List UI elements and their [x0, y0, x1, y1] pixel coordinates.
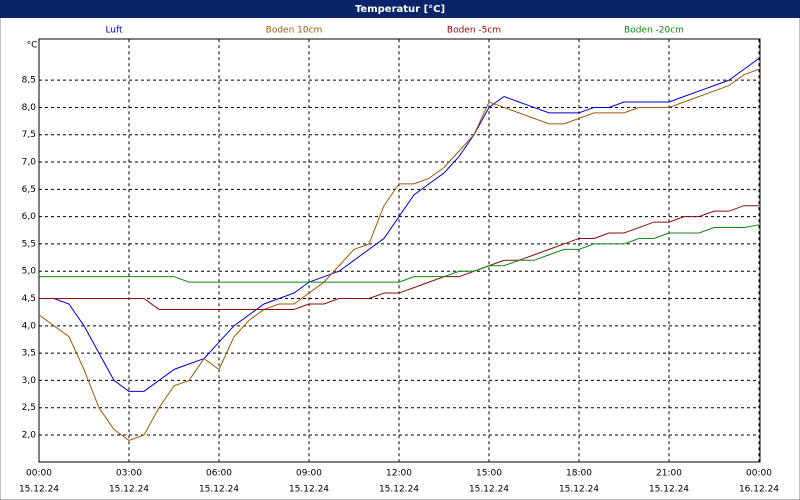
y-tick-label: 4,0 [22, 321, 37, 331]
x-tick-date: 15.12.24 [649, 485, 689, 495]
series-line [38, 68, 760, 442]
title-bar [0, 0, 800, 18]
x-tick-label: 15:00 [476, 469, 502, 479]
x-tick-date: 15.12.24 [289, 485, 329, 495]
y-tick-label: 2,0 [22, 431, 37, 441]
y-tick-label: 7,0 [22, 158, 37, 168]
x-tick-label: 12:00 [386, 469, 412, 479]
series-line [39, 57, 760, 392]
legend-entry: Boden 10cm [266, 26, 323, 36]
y-tick-label: 7,5 [22, 130, 36, 140]
x-tick-label: 09:00 [296, 469, 322, 479]
y-tick-label: 2,5 [22, 403, 36, 413]
x-tick-date: 15.12.24 [19, 485, 59, 495]
x-tick-label: 03:00 [116, 469, 142, 479]
y-tick-label: 5,0 [22, 267, 37, 277]
y-tick-label: 5,5 [22, 239, 36, 249]
x-tick-label: 00:00 [746, 469, 772, 479]
x-tick-date: 15.12.24 [469, 485, 509, 495]
series-line [39, 224, 760, 283]
legend-entry: Luft [105, 26, 123, 36]
y-tick-label: 3,0 [22, 376, 37, 386]
y-tick-label: 4,5 [22, 294, 36, 304]
x-tick-date: 15.12.24 [379, 485, 419, 495]
y-unit: °C [27, 41, 38, 51]
x-tick-label: 21:00 [656, 469, 682, 479]
x-tick-date: 15.12.24 [109, 485, 149, 495]
y-tick-label: 8,0 [22, 103, 37, 113]
legend-entry: Boden -20cm [624, 26, 684, 36]
chart-title: Temperatur [°C] [355, 4, 445, 15]
x-tick-label: 18:00 [566, 469, 592, 479]
series-line [39, 205, 759, 310]
y-tick-label: 8,5 [22, 76, 36, 86]
x-tick-date: 16.12.24 [739, 485, 779, 495]
legend-entry: Boden -5cm [447, 26, 501, 36]
y-tick-label: 6,5 [22, 185, 36, 195]
x-tick-date: 15.12.24 [559, 485, 599, 495]
y-tick-label: 6,0 [22, 212, 37, 222]
x-tick-date: 15.12.24 [199, 485, 239, 495]
x-tick-label: 06:00 [206, 469, 232, 479]
x-tick-label: 00:00 [26, 469, 52, 479]
y-tick-label: 3,5 [22, 349, 36, 359]
